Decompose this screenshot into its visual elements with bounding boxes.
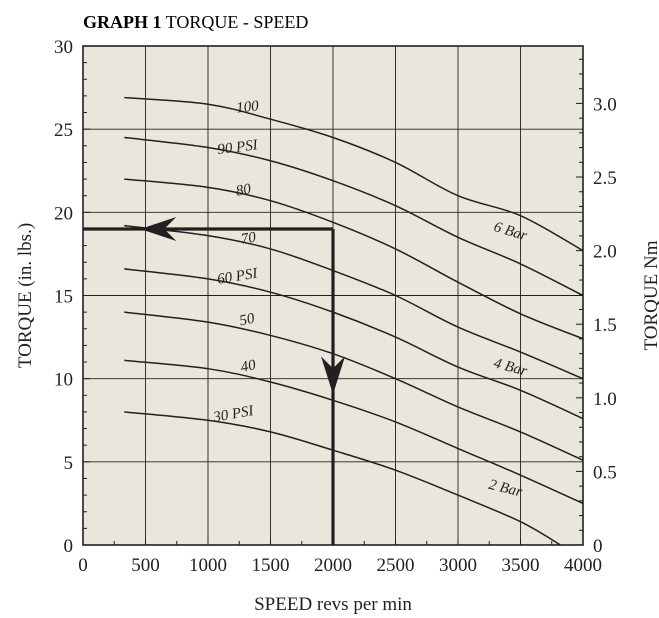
curve-label: 2 Bar	[487, 477, 524, 501]
curve-label: 40	[239, 357, 257, 376]
y2-tick-label: 0	[593, 536, 603, 557]
curve-label: 30 PSI	[211, 403, 256, 426]
y2-tick-label: 3.0	[593, 94, 617, 115]
curve-label: 100	[235, 98, 260, 116]
x-tick-label: 4000	[564, 555, 602, 576]
torque-curve-3	[124, 178, 584, 340]
y2-tick-label: 1.5	[593, 315, 617, 336]
y-tick-label: 20	[54, 203, 73, 224]
chart-title-rest: TORQUE - SPEED	[162, 12, 309, 32]
x-tick-label: 1500	[252, 555, 290, 576]
x-tick-label: 3500	[502, 555, 540, 576]
x-tick-label: 0	[78, 555, 88, 576]
reading-indicator	[83, 216, 345, 545]
x-tick-label: 1000	[189, 555, 227, 576]
y2-tick-label: 2.0	[593, 242, 617, 263]
chart-title-bold: GRAPH 1	[83, 12, 162, 32]
y2-axis-title: TORQUE Nm	[641, 240, 659, 350]
curve-label: 80	[235, 181, 253, 199]
y-tick-label: 10	[54, 370, 73, 391]
torque-curves	[124, 96, 584, 546]
plot-frame	[82, 45, 584, 546]
y-tick-label: 5	[64, 453, 74, 474]
y-tick-label: 0	[64, 536, 74, 557]
y2-tick-label: 0.5	[593, 462, 617, 483]
torque-curve-5	[124, 268, 584, 420]
y-tick-label: 25	[54, 120, 73, 141]
y-tick-label: 30	[54, 37, 73, 58]
x-tick-label: 2000	[314, 555, 352, 576]
torque-curve-4	[124, 224, 584, 380]
arrow-left-icon	[140, 216, 177, 241]
chart-title: GRAPH 1 TORQUE - SPEED	[83, 12, 308, 32]
torque-curve-6	[124, 311, 584, 461]
y-axis-title: TORQUE (in. lbs.)	[15, 223, 36, 368]
y2-tick-label: 2.5	[593, 168, 617, 189]
y2-tick-label: 1.0	[593, 389, 617, 410]
curve-label: 60 PSI	[216, 266, 259, 288]
curve-label: 70	[240, 229, 258, 247]
torque-curve-8	[124, 411, 561, 546]
x-tick-label: 2500	[377, 555, 415, 576]
arrow-down-icon	[321, 356, 345, 395]
torque-curve-2	[124, 136, 584, 297]
torque-curve-1	[124, 96, 584, 252]
curve-label: 90 PSI	[217, 137, 260, 158]
x-axis-title: SPEED revs per min	[254, 594, 412, 615]
y-tick-label: 15	[54, 287, 73, 308]
x-tick-label: 500	[131, 555, 160, 576]
torque-curve-7	[124, 359, 584, 505]
tick-labels: 0 500 1000 1500 2000 2500 3000 3500 400005101520…	[54, 37, 617, 576]
curve-label: 50	[238, 310, 256, 329]
x-tick-label: 3000	[439, 555, 477, 576]
